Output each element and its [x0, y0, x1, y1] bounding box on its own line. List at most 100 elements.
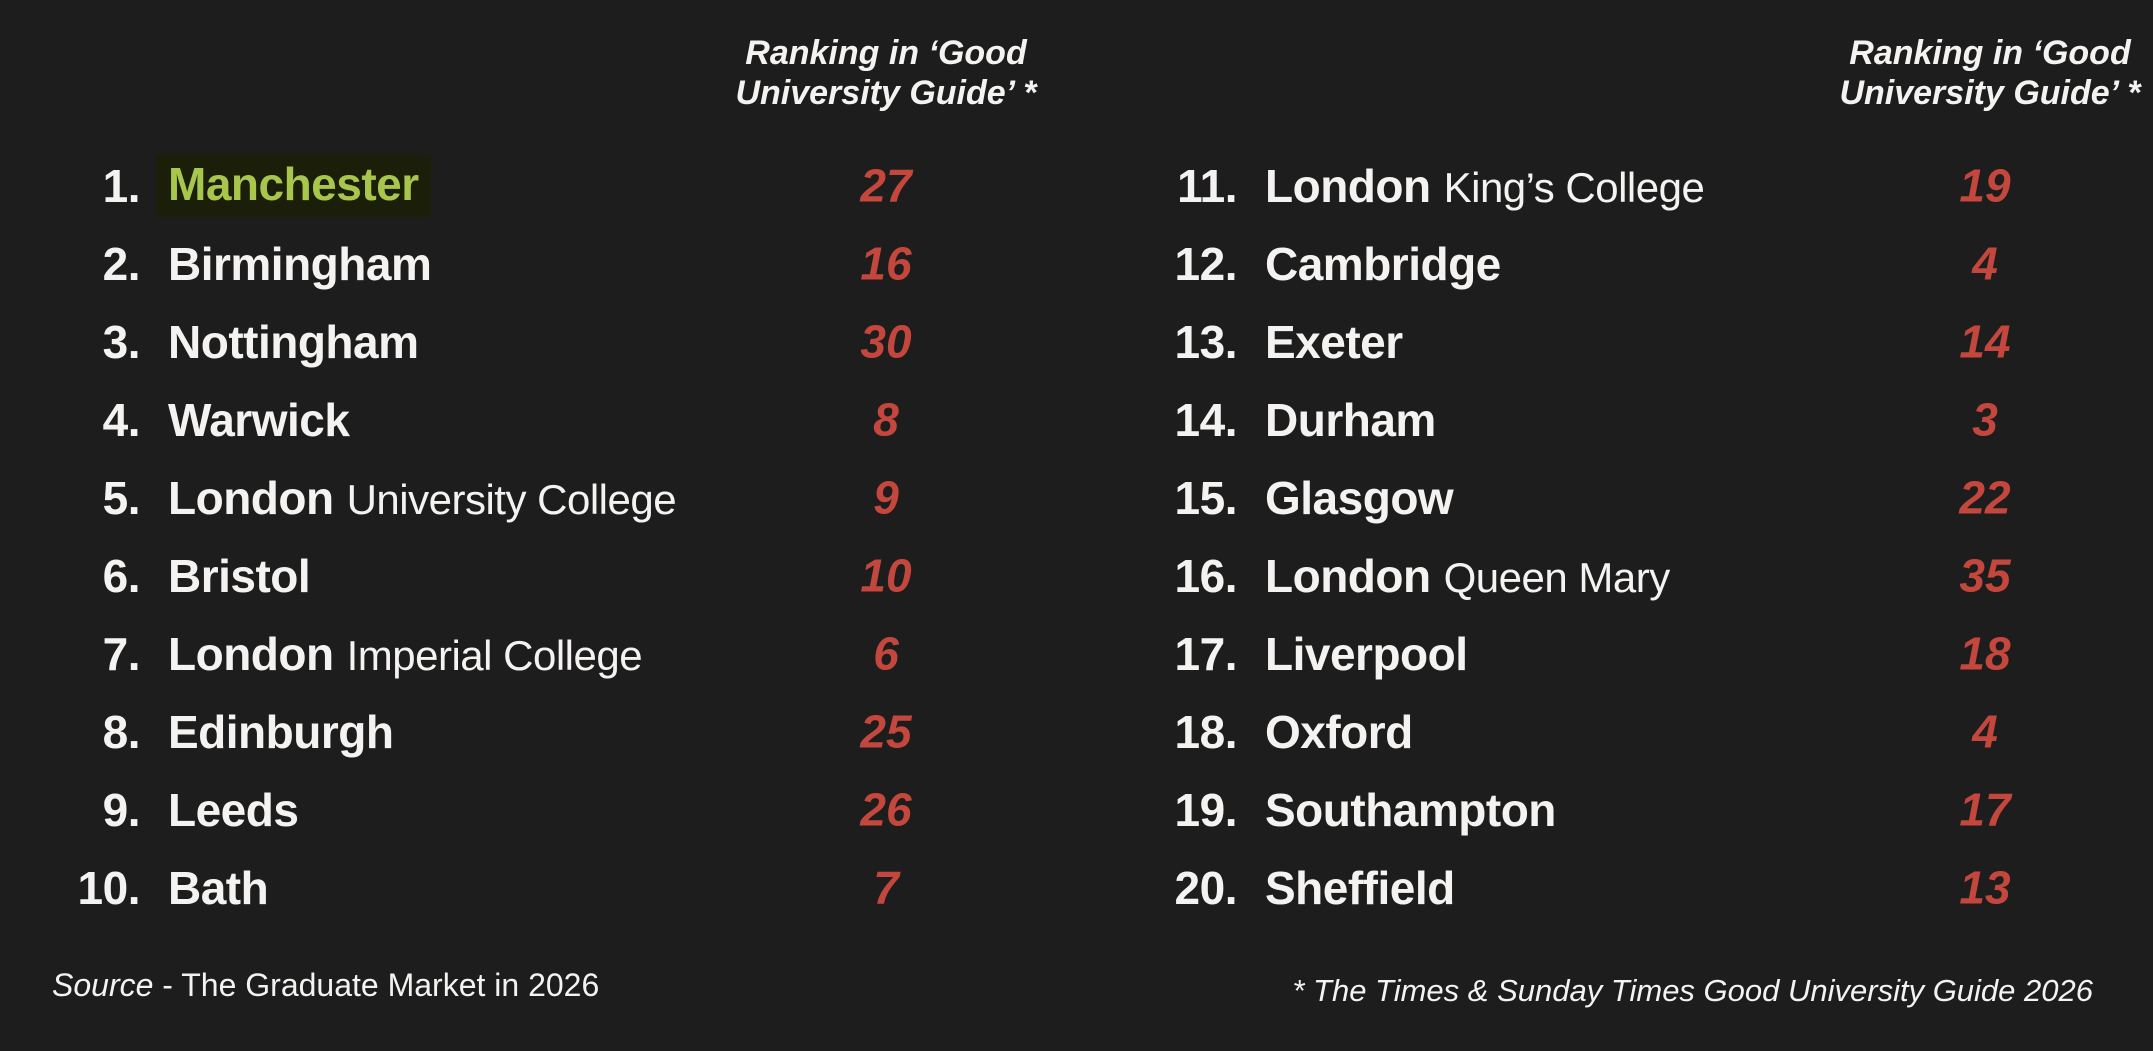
- university-city: London: [168, 627, 334, 680]
- guide-ranking-value: 6: [873, 627, 899, 680]
- university-name: London University College: [168, 472, 677, 524]
- row-rank-number: 4.: [102, 393, 141, 446]
- source-note: Source - The Graduate Market in 2026: [52, 966, 599, 1004]
- row-rank-number: 5.: [102, 471, 141, 524]
- row-rank-number: 18.: [1174, 705, 1238, 758]
- university-city: Liverpool: [1265, 627, 1468, 680]
- row-rank-number: 2.: [102, 237, 141, 290]
- university-subtitle: Imperial College: [346, 631, 643, 679]
- university-subtitle: King’s College: [1443, 163, 1705, 211]
- guide-ranking-header-right: Ranking in ‘Good University Guide’ *: [1690, 33, 2153, 113]
- table-row: 4. Warwick 8: [0, 381, 981, 459]
- table-row: 1. Manchester 27: [0, 147, 981, 225]
- guide-ranking-value: 13: [1959, 861, 2011, 914]
- table-row: 5. London University College 9: [0, 459, 981, 537]
- guide-ranking-value: 4: [1972, 237, 1998, 290]
- guide-header-line1: Ranking in ‘Good: [745, 34, 1027, 72]
- university-city: Cambridge: [1265, 237, 1501, 290]
- university-name: Leeds: [168, 783, 299, 836]
- table-row: 11. London King’s College 19: [1097, 147, 2080, 225]
- guide-footnote: * The Times & Sunday Times Good Universi…: [1292, 973, 2093, 1008]
- university-city: Edinburgh: [168, 705, 394, 758]
- row-rank-number: 14.: [1174, 393, 1238, 446]
- university-subtitle: Queen Mary: [1443, 553, 1671, 601]
- guide-ranking-value: 22: [1959, 471, 2011, 524]
- guide-ranking-value: 16: [860, 237, 912, 290]
- table-row: 13. Exeter 14: [1097, 303, 2080, 381]
- university-city: Birmingham: [168, 237, 432, 290]
- university-city: Bristol: [168, 549, 311, 602]
- guide-ranking-value: 18: [1959, 627, 2011, 680]
- guide-ranking-value: 17: [1959, 783, 2011, 836]
- row-rank-number: 11.: [1177, 159, 1237, 212]
- row-rank-number: 19.: [1174, 783, 1238, 836]
- guide-ranking-value: 25: [860, 705, 912, 758]
- table-row: 12. Cambridge 4: [1097, 225, 2080, 303]
- table-row: 16. London Queen Mary 35: [1097, 537, 2080, 615]
- guide-ranking-value: 10: [860, 549, 912, 602]
- university-name: Bath: [168, 861, 269, 914]
- university-name: Cambridge: [1265, 237, 1501, 290]
- guide-ranking-header-left: Ranking in ‘Good University Guide’ *: [586, 33, 1186, 113]
- university-city: Oxford: [1265, 705, 1413, 758]
- university-name: Exeter: [1265, 315, 1403, 368]
- row-rank-number: 16.: [1174, 549, 1238, 602]
- ranking-table-right: 11. London King’s College 19 12. Cambridg…: [1097, 147, 2080, 927]
- source-label: Source: [52, 967, 154, 1003]
- guide-ranking-value: 30: [860, 315, 912, 368]
- row-rank-number: 6.: [102, 549, 141, 602]
- university-city: Warwick: [168, 393, 350, 446]
- university-name: London Queen Mary: [1265, 550, 1671, 602]
- university-city: London: [1265, 159, 1431, 212]
- university-name: Glasgow: [1265, 472, 1454, 524]
- row-rank-number: 7.: [102, 627, 141, 680]
- guide-ranking-value: 27: [860, 159, 912, 212]
- row-rank-number: 15.: [1174, 471, 1238, 524]
- table-row: 14. Durham 3: [1097, 381, 2080, 459]
- university-name: Durham: [1265, 394, 1436, 446]
- ranking-table-left: 1. Manchester 27 2. Birmingham 16 3. Not…: [0, 147, 981, 927]
- university-name: Liverpool: [1265, 627, 1468, 680]
- university-city: Exeter: [1265, 315, 1403, 368]
- table-row: 8. Edinburgh 25: [0, 693, 981, 771]
- table-row: 7. London Imperial College 6: [0, 615, 981, 693]
- university-name: Nottingham: [168, 315, 419, 368]
- university-name: London Imperial College: [168, 627, 643, 680]
- guide-ranking-value: 4: [1972, 705, 1998, 758]
- guide-ranking-value: 8: [873, 393, 899, 446]
- university-city: Nottingham: [168, 315, 419, 368]
- guide-ranking-value: 14: [1959, 315, 2011, 368]
- university-city: Bath: [168, 861, 269, 914]
- table-row: 18. Oxford 4: [1097, 693, 2080, 771]
- table-row: 15. Glasgow 22: [1097, 459, 2080, 537]
- university-name: Warwick: [168, 393, 350, 446]
- guide-ranking-value: 19: [1959, 159, 2011, 212]
- table-row: 20. Sheffield 13: [1097, 849, 2080, 927]
- row-rank-number: 13.: [1174, 315, 1238, 368]
- table-row: 9. Leeds 26: [0, 771, 981, 849]
- university-city: Manchester: [168, 157, 419, 210]
- table-row: 6. Bristol 10: [0, 537, 981, 615]
- guide-header-line2: University Guide’ *: [1839, 74, 2141, 112]
- university-name: Bristol: [168, 549, 311, 602]
- guide-ranking-value: 35: [1959, 549, 2011, 602]
- row-rank-number: 20.: [1174, 861, 1238, 914]
- guide-header-line2: University Guide’ *: [735, 74, 1037, 112]
- table-row: 17. Liverpool 18: [1097, 615, 2080, 693]
- row-rank-number: 10.: [77, 861, 141, 914]
- table-row: 3. Nottingham 30: [0, 303, 981, 381]
- university-name: Edinburgh: [168, 705, 394, 758]
- university-name: Southampton: [1265, 783, 1556, 836]
- university-city: Sheffield: [1265, 861, 1455, 914]
- guide-ranking-value: 3: [1972, 393, 1998, 446]
- university-name: Manchester: [156, 154, 431, 218]
- guide-ranking-value: 9: [873, 471, 899, 524]
- university-city: Southampton: [1265, 783, 1556, 836]
- table-row: 2. Birmingham 16: [0, 225, 981, 303]
- table-row: 19. Southampton 17: [1097, 771, 2080, 849]
- row-rank-number: 8.: [102, 705, 141, 758]
- university-city: Leeds: [168, 783, 299, 836]
- row-rank-number: 17.: [1174, 627, 1238, 680]
- university-name: London King’s College: [1265, 159, 1705, 212]
